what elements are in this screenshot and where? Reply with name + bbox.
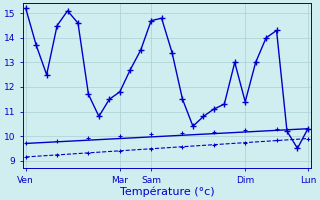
X-axis label: Température (°c): Température (°c)	[119, 186, 214, 197]
